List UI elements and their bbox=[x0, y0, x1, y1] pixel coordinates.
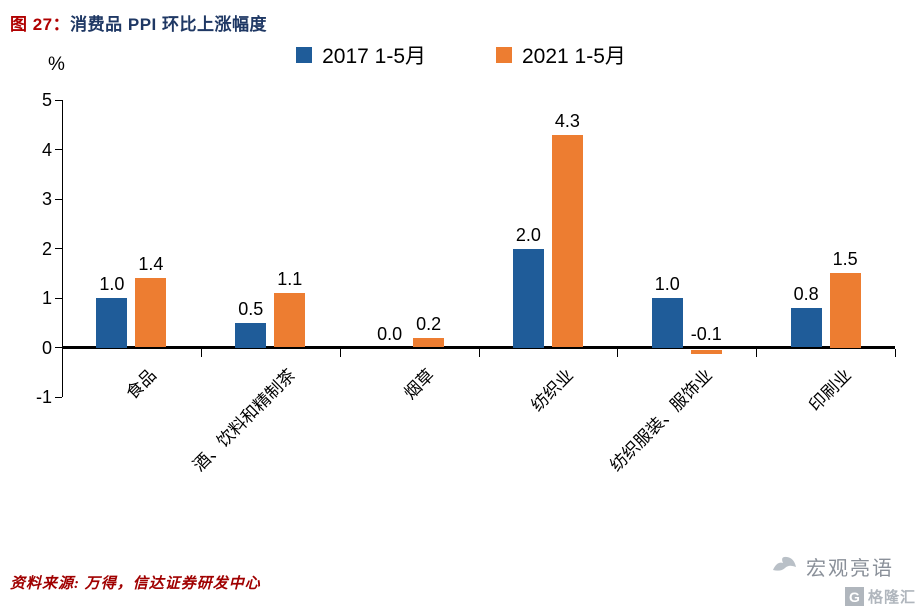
bar-value-label: 1.4 bbox=[138, 254, 164, 275]
bar bbox=[829, 273, 861, 348]
y-tick-label: 3 bbox=[41, 189, 52, 209]
bar-value-label: 1.1 bbox=[277, 269, 303, 290]
y-tick-label: 0 bbox=[41, 337, 52, 358]
y-axis-line bbox=[62, 100, 63, 397]
bar-value-label: 2.0 bbox=[515, 224, 541, 245]
bar-value-label: 0.8 bbox=[793, 283, 819, 304]
y-tick bbox=[55, 198, 62, 200]
bar bbox=[690, 349, 722, 355]
bar bbox=[413, 337, 445, 348]
y-tick-label: -1 bbox=[35, 387, 52, 407]
watermark-name: 宏观亮语 bbox=[806, 558, 894, 580]
gelonghui-logo-text: 格隆汇 bbox=[867, 589, 916, 606]
bar bbox=[96, 298, 128, 348]
bar-value-label: 1.0 bbox=[654, 274, 680, 294]
y-axis-unit-label: % bbox=[48, 54, 65, 75]
bar bbox=[274, 293, 306, 348]
legend-label: 2017 1-5月 bbox=[322, 45, 426, 68]
legend-swatch bbox=[296, 47, 313, 63]
y-tick bbox=[55, 396, 62, 398]
bar-value-label: 0.0 bbox=[377, 323, 403, 344]
legend-swatch bbox=[496, 47, 512, 63]
y-tick bbox=[55, 297, 62, 299]
chart-title-text: 消费品 PPI 环比上涨幅度 bbox=[70, 15, 267, 34]
swan-logo-icon bbox=[770, 554, 798, 579]
bar bbox=[790, 307, 822, 348]
bar bbox=[235, 322, 267, 348]
bar-value-label: 1.0 bbox=[99, 274, 125, 294]
bar-value-label: 4.3 bbox=[554, 110, 580, 131]
y-tick-label: 1 bbox=[41, 288, 52, 308]
bar-value-label: -0.1 bbox=[690, 323, 722, 344]
x-axis-baseline bbox=[62, 346, 895, 349]
y-tick-label: 5 bbox=[41, 90, 52, 110]
y-tick bbox=[55, 99, 62, 101]
y-tick bbox=[55, 347, 62, 348]
gelonghui-logo: G 格隆汇 bbox=[844, 586, 916, 607]
watermark: 宏观亮语 bbox=[770, 552, 894, 581]
bar bbox=[512, 248, 544, 348]
bar-value-label: 1.5 bbox=[832, 249, 858, 270]
x-tick bbox=[478, 349, 480, 357]
y-tick-label: 4 bbox=[41, 139, 52, 160]
source-note: 资料来源: 万得，信达证券研发中心 bbox=[10, 576, 261, 592]
bar-value-label: 0.2 bbox=[416, 313, 442, 334]
chart-title-prefix: 图 27： bbox=[10, 15, 71, 34]
bar-value-label: 0.5 bbox=[238, 298, 264, 319]
legend-item: 2017 1-5月 bbox=[296, 40, 426, 70]
x-tick bbox=[62, 349, 63, 357]
x-tick bbox=[617, 349, 619, 357]
bar bbox=[135, 278, 167, 348]
bar bbox=[651, 298, 683, 348]
y-tick bbox=[55, 149, 62, 150]
y-tick bbox=[55, 248, 62, 249]
x-tick bbox=[339, 349, 341, 357]
x-tick bbox=[895, 349, 896, 357]
x-tick bbox=[756, 349, 758, 357]
x-tick bbox=[200, 349, 202, 357]
legend-item: 2021 1-5月 bbox=[496, 40, 626, 70]
gelonghui-logo-icon: G bbox=[844, 587, 864, 606]
bar bbox=[551, 134, 583, 348]
legend: 2017 1-5月 2021 1-5月 bbox=[0, 40, 922, 70]
plot-area: 1.0 1.4 食品 0.5 1.1 酒、饮料和精制茶 0.0 0.2 烟草 2.0 4.3 纺织业 1… bbox=[55, 99, 896, 475]
y-tick-label: 2 bbox=[41, 238, 52, 259]
legend-label: 2021 1-5月 bbox=[522, 45, 626, 68]
chart-title: 图 27：消费品 PPI 环比上涨幅度 bbox=[10, 10, 267, 35]
